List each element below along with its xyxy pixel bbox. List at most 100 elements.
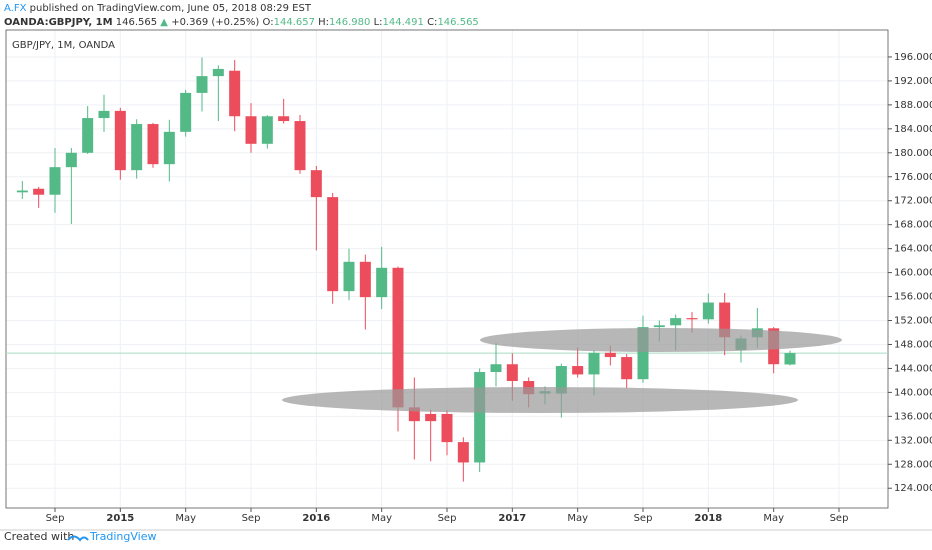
candle-body [555,366,567,394]
candle-body [16,190,28,193]
candle-body [670,318,682,326]
y-tick-label: 164.000 [894,244,932,255]
footer-brand[interactable]: TradingView [89,530,156,543]
candle-body [310,170,322,198]
candle-body [572,366,584,375]
x-tick-label: Sep [46,513,65,524]
y-tick-label: 184.000 [894,124,932,135]
candle-body [131,124,143,171]
y-tick-label: 168.000 [894,220,932,231]
ellipse-drawing [282,387,798,413]
candle-body [425,413,437,422]
x-tick-label: May [763,513,784,524]
y-tick-label: 124.000 [894,483,932,494]
ohlc-l-label: L: [374,17,383,28]
candle-body [33,188,45,195]
x-tick-label: 2016 [302,513,330,524]
x-tick-label: 2015 [106,513,134,524]
candle-body [147,124,159,165]
candle-body [261,116,273,144]
tv-logo [67,535,89,542]
symbol: OANDA:GBPJPY, 1M [4,17,113,28]
ohlc-l-value: 144.491 [383,17,424,28]
candle-body [474,372,486,463]
x-tick-label: May [371,513,392,524]
footer-created: Created with [4,530,74,543]
candles [6,57,888,482]
x-tick-label: Sep [830,513,849,524]
x-tick-label: Sep [634,513,653,524]
ohlc-c-label: C: [427,17,437,28]
candle-body [212,68,224,77]
candle-body [278,116,290,122]
ohlc-o-value: 144.657 [274,17,315,28]
y-tick-label: 172.000 [894,196,932,207]
plot-frame [5,29,889,509]
x-tick-label: 2017 [498,513,526,524]
candle-body [441,413,453,443]
candle-body [114,110,126,171]
candle-body [784,353,796,365]
header-line-1: A.FX published on TradingView.com, June … [4,3,312,14]
candle-body [506,364,518,382]
y-tick-label: 176.000 [894,172,932,183]
y-tick-label: 180.000 [894,148,932,159]
change: +0.369 (+0.25%) [171,17,259,28]
candle-body [359,261,371,298]
candle-body [702,302,714,320]
y-tick-label: 136.000 [894,411,932,422]
ohlc-h-label: H: [318,17,329,28]
x-tick-label: May [567,513,588,524]
x-tick-label: Sep [438,513,457,524]
y-tick-label: 132.000 [894,435,932,446]
header-line-2: OANDA:GBPJPY, 1M 146.565 ▲ +0.369 (+0.25… [4,17,479,28]
candle-body [49,167,61,195]
ellipse-drawing [480,328,842,352]
candle-body [653,325,665,328]
y-tick-label: 140.000 [894,387,932,398]
candle-body [294,121,306,171]
y-tick-label: 152.000 [894,316,932,327]
y-tick-label: 160.000 [894,268,932,279]
candle-body [457,442,469,463]
candle-body [376,267,388,298]
author[interactable]: A.FX [4,3,27,14]
candle-body [245,116,257,144]
candle-body [490,364,502,373]
candle-body [686,318,698,320]
y-tick-label: 156.000 [894,292,932,303]
candle-body [82,118,94,153]
y-tick-label: 192.000 [894,76,932,87]
published: published on TradingView.com, June 05, 2… [30,3,312,14]
y-tick-label: 148.000 [894,339,932,350]
x-tick-label: Sep [242,513,261,524]
candle-body [719,302,731,338]
y-tick-label: 188.000 [894,100,932,111]
candle-body [180,92,192,132]
candle-body [588,352,600,375]
x-tick-label: 2018 [694,513,722,524]
y-tick-label: 144.000 [894,363,932,374]
ohlc-c-value: 146.565 [437,17,478,28]
candle-body [65,152,77,168]
last-price: 146.565 [116,17,157,28]
candle-body [343,261,355,292]
ohlc-h-value: 146.980 [329,17,370,28]
candle-body [98,110,110,119]
x-tick-label: May [175,513,196,524]
candle-body [637,327,649,380]
candle-body [408,407,420,422]
candle-body [604,352,616,358]
legend: GBP/JPY, 1M, OANDA [12,40,115,51]
candle-body [229,70,241,117]
candle-body [392,267,404,408]
y-tick-label: 128.000 [894,459,932,470]
candle-body [621,357,633,380]
candle-body [196,76,208,93]
y-tick-label: 196.000 [894,52,932,63]
candle-body [327,197,339,292]
grid: 124.000 128.000 132.000 136.000 140.000 144.0… [6,30,932,524]
ohlc-o-label: O: [263,17,274,28]
